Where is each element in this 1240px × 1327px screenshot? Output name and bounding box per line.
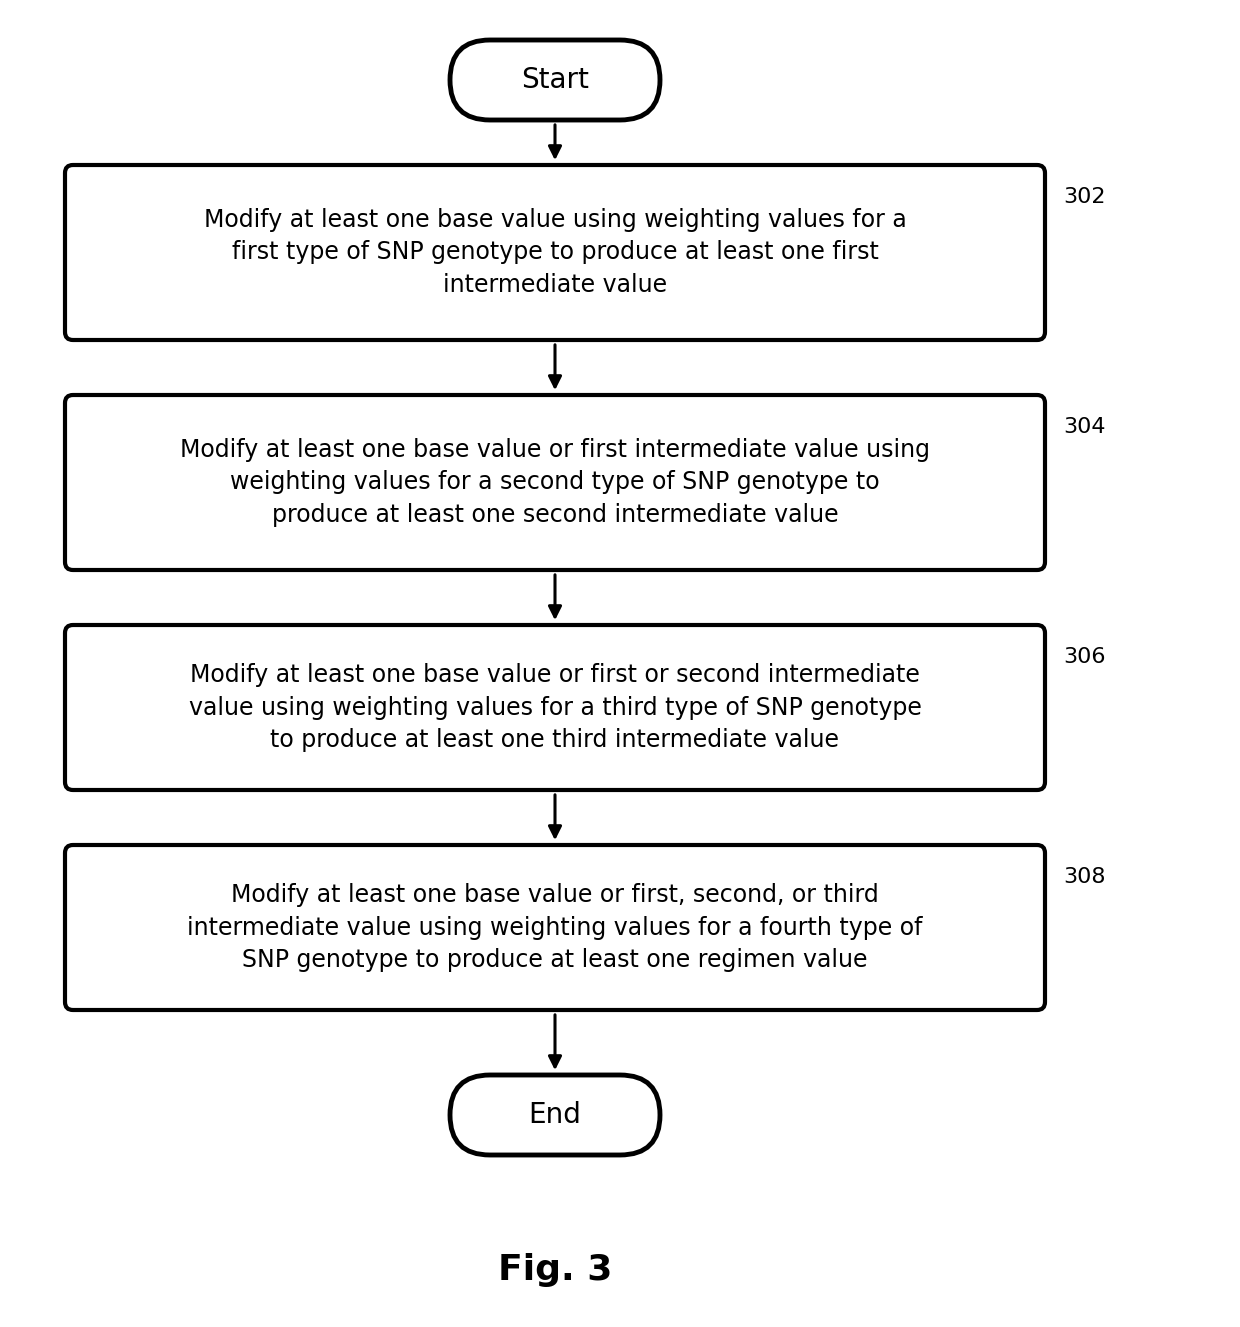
Text: Modify at least one base value or first or second intermediate
value using weigh: Modify at least one base value or first … bbox=[188, 664, 921, 752]
FancyBboxPatch shape bbox=[450, 40, 660, 119]
FancyBboxPatch shape bbox=[64, 395, 1045, 571]
Text: 304: 304 bbox=[1063, 417, 1106, 437]
Text: Modify at least one base value using weighting values for a
first type of SNP ge: Modify at least one base value using wei… bbox=[203, 208, 906, 297]
FancyBboxPatch shape bbox=[64, 625, 1045, 790]
FancyBboxPatch shape bbox=[64, 165, 1045, 340]
Text: Modify at least one base value or first, second, or third
intermediate value usi: Modify at least one base value or first,… bbox=[187, 882, 923, 973]
Text: End: End bbox=[528, 1101, 582, 1129]
Text: Start: Start bbox=[521, 66, 589, 94]
Text: 308: 308 bbox=[1063, 867, 1106, 886]
Text: Fig. 3: Fig. 3 bbox=[497, 1253, 613, 1287]
FancyBboxPatch shape bbox=[64, 845, 1045, 1010]
FancyBboxPatch shape bbox=[450, 1075, 660, 1154]
Text: 302: 302 bbox=[1063, 187, 1106, 207]
Text: 306: 306 bbox=[1063, 648, 1106, 667]
Text: Modify at least one base value or first intermediate value using
weighting value: Modify at least one base value or first … bbox=[180, 438, 930, 527]
